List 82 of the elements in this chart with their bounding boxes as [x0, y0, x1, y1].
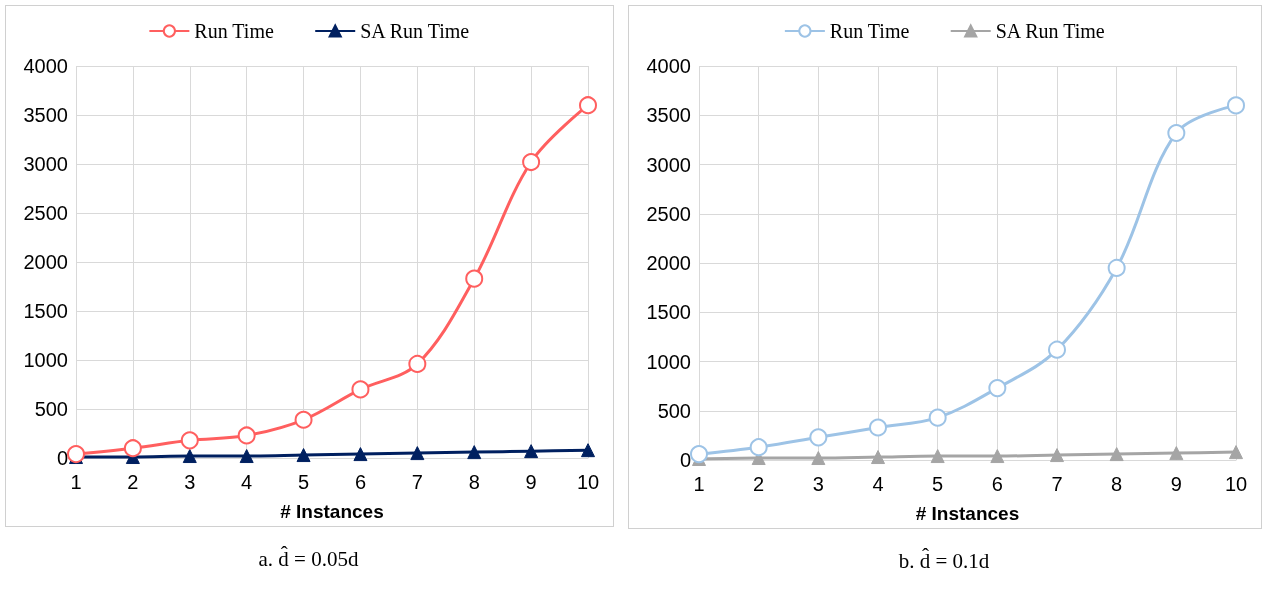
- point: [237, 426, 256, 445]
- point: [123, 439, 142, 458]
- y-tick-label: 0: [679, 449, 691, 471]
- x-tick-label: 5: [297, 471, 310, 493]
- point: [182, 449, 197, 464]
- x-tick-label: 9: [1170, 473, 1182, 495]
- point: [581, 443, 595, 458]
- y-tick-label: 500: [34, 398, 68, 420]
- point: [1107, 258, 1126, 277]
- point: [1048, 340, 1066, 359]
- x-tick-label: 5: [932, 473, 944, 495]
- x-tick-label: 10: [576, 471, 600, 493]
- y-tick-label: 3500: [23, 104, 68, 126]
- point: [467, 445, 482, 460]
- text: a. d̂ = 0.05d: [257, 547, 360, 572]
- x-tick-label: 10: [1224, 473, 1248, 495]
- y-tick-label: 1000: [23, 349, 68, 371]
- y-tick-label: 3000: [646, 153, 691, 176]
- x-tick-label: 7: [1051, 473, 1063, 495]
- point: [1227, 96, 1245, 115]
- point: [1109, 447, 1124, 462]
- y-tick-label: 500: [657, 399, 691, 422]
- x-tick-label: 2: [753, 473, 765, 495]
- point: [296, 448, 311, 463]
- point: [239, 449, 254, 464]
- y-tick-label: 1500: [646, 301, 691, 324]
- x-tick-label: 3: [812, 473, 824, 495]
- y-tick-label: 3500: [646, 104, 691, 127]
- x-tick-label: 1: [70, 471, 82, 493]
- point: [1050, 448, 1064, 463]
- point: [408, 354, 427, 373]
- y-tick-label: 2000: [646, 252, 691, 274]
- x-tick-label: 4: [241, 471, 253, 493]
- point: [690, 445, 708, 464]
- point: [524, 444, 539, 459]
- point: [811, 451, 826, 466]
- y-tick-label: 0: [56, 447, 68, 469]
- point: [1169, 446, 1184, 461]
- x-tick-label: 7: [411, 471, 423, 493]
- y-tick-label: 3000: [23, 153, 68, 175]
- point: [928, 408, 947, 427]
- x-tick-label: 9: [525, 471, 537, 493]
- point: [579, 96, 597, 115]
- x-tick-label: 4: [872, 473, 884, 495]
- x-axis-title: # Instances: [915, 503, 1020, 524]
- point: [749, 438, 768, 457]
- y-tick-label: 1500: [23, 300, 68, 322]
- point: [180, 431, 199, 450]
- point: [930, 449, 945, 464]
- point: [522, 153, 541, 172]
- x-axis-title: # Instances: [280, 501, 384, 522]
- x-tick-label: 6: [991, 473, 1003, 495]
- point: [465, 269, 484, 288]
- legend-label: Run Time: [194, 20, 274, 42]
- point: [294, 410, 313, 429]
- point: [990, 449, 1005, 464]
- point: [353, 447, 368, 462]
- x-tick-label: 1: [693, 473, 705, 495]
- point: [809, 428, 828, 447]
- x-tick-label: 3: [184, 471, 196, 493]
- y-tick-label: 1000: [646, 350, 691, 373]
- point: [410, 446, 425, 461]
- y-tick-label: 2500: [646, 202, 691, 225]
- y-tick-label: 2500: [23, 202, 68, 224]
- x-tick-label: 8: [1111, 473, 1123, 495]
- x-tick-label: 8: [468, 471, 480, 493]
- point: [988, 379, 1007, 398]
- legend-label: SA Run Time: [360, 20, 470, 42]
- x-tick-label: 6: [354, 471, 367, 493]
- y-tick-label: 4000: [646, 55, 691, 77]
- point: [1229, 445, 1243, 460]
- text: b. d̂ = 0.1d: [897, 549, 991, 574]
- point: [869, 418, 887, 437]
- point: [871, 450, 885, 465]
- x-tick-label: 2: [127, 471, 139, 493]
- y-tick-label: 2000: [23, 251, 68, 273]
- point: [67, 445, 85, 464]
- point: [351, 380, 370, 399]
- legend-label: Run Time: [829, 20, 910, 42]
- legend-label: SA Run Time: [995, 20, 1105, 42]
- point: [1167, 123, 1186, 142]
- y-tick-label: 4000: [23, 55, 68, 77]
